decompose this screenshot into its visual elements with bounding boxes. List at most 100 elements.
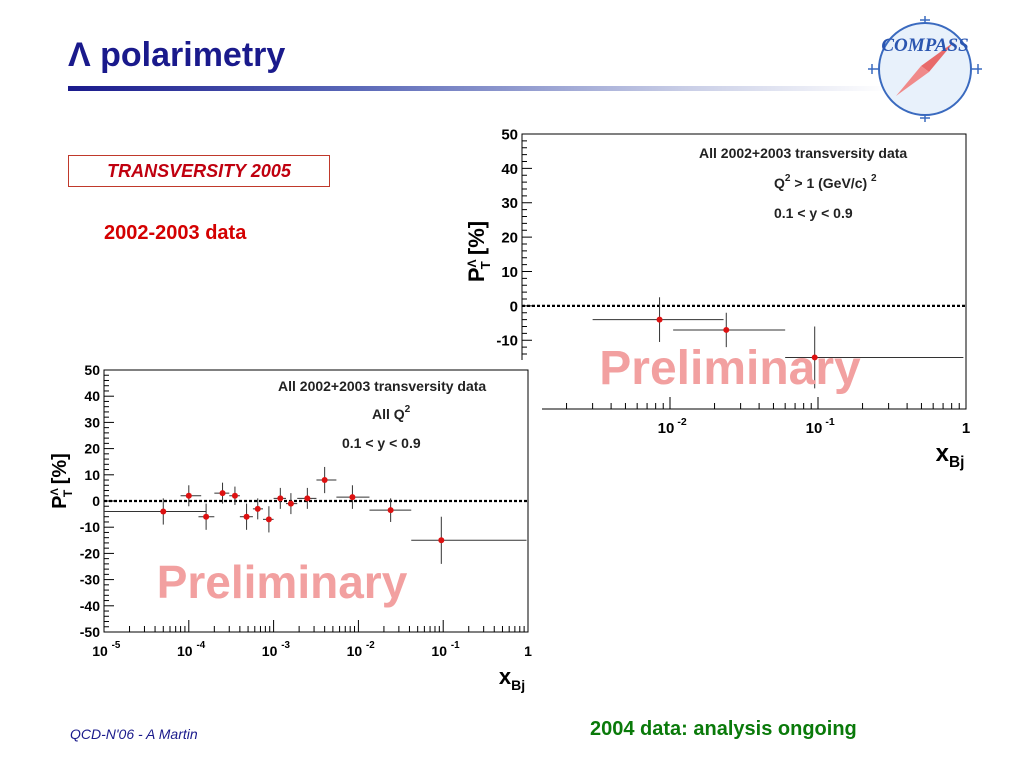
x-tick-label: 1 — [524, 643, 532, 659]
point-marker — [349, 494, 356, 501]
data-point — [214, 482, 230, 504]
x-tick-label: 10 -1 — [806, 416, 835, 437]
x-tick-base: 1 — [524, 643, 532, 659]
y-tick-label: 30 — [501, 195, 518, 212]
data-point — [592, 297, 724, 342]
data-point — [285, 493, 298, 515]
point-marker — [304, 495, 311, 502]
data-point — [411, 516, 527, 564]
x-tick-exponent: -1 — [825, 416, 834, 428]
y-axis-label: PΛT [%] — [464, 221, 493, 282]
y-tick-label: 50 — [501, 126, 518, 143]
x-tick-base: 10 — [262, 643, 278, 659]
y-tick-label: -10 — [496, 333, 518, 350]
point-marker — [160, 508, 167, 515]
y-tick-label: 50 — [84, 362, 100, 378]
title-underline — [68, 86, 888, 91]
y-axis-label: PΛT [%] — [49, 453, 75, 509]
data-point — [297, 487, 317, 509]
x-tick-exponent: -1 — [451, 640, 460, 651]
y-tick-label: 40 — [84, 388, 100, 404]
y-tick-label: -10 — [80, 519, 100, 535]
x-tick-exponent: -5 — [112, 640, 121, 651]
y-tick-label: -30 — [80, 572, 100, 588]
y-tick-label: 20 — [501, 230, 518, 247]
chart-all-q2: -50 -40 -30 -20 -10 0 10 20 30 40 50 10 -5 10 -4 10 -3 10… — [42, 360, 542, 693]
x-tick-label: 10 -1 — [431, 640, 460, 659]
point-marker — [656, 316, 663, 323]
data-point — [369, 498, 412, 522]
point-marker — [287, 500, 294, 507]
point-marker — [277, 495, 284, 502]
x-tick-exponent: -2 — [677, 416, 686, 428]
x-tick-base: 10 — [347, 643, 363, 659]
y-tick-label: -40 — [80, 598, 100, 614]
data-point — [336, 485, 370, 509]
point-marker — [723, 326, 730, 333]
point-marker — [254, 505, 261, 512]
point-marker — [243, 513, 250, 520]
data-point — [785, 326, 964, 389]
data-period-label: 2002-2003 data — [104, 222, 247, 244]
annotation-dataset: All 2002+2003 transversity data — [699, 145, 907, 161]
data-point — [229, 486, 240, 505]
y-tick-label: 40 — [501, 161, 518, 178]
x-tick-label: 10 -3 — [262, 640, 291, 659]
data-point — [316, 466, 337, 494]
watermark-preliminary: Preliminary — [157, 556, 408, 608]
x-axis-label: xBj — [499, 664, 525, 693]
y-tick-label: 10 — [501, 264, 518, 281]
data-point — [252, 498, 264, 520]
watermark-preliminary: Preliminary — [599, 342, 861, 395]
annotation-q2-cut: All Q2 — [372, 404, 411, 422]
conference-tag: TRANSVERSITY 2005 — [68, 155, 330, 187]
x-tick-base: 10 — [806, 420, 823, 437]
data-point — [104, 498, 207, 525]
data-point — [198, 503, 215, 530]
data-point — [273, 487, 286, 509]
compass-logo: COMPASS — [866, 14, 984, 124]
x-tick-base: 1 — [962, 420, 970, 437]
data-point — [673, 312, 786, 348]
y-tick-label: 0 — [92, 493, 100, 509]
annotation-y-cut: 0.1 < y < 0.9 — [342, 435, 421, 451]
point-marker — [203, 513, 210, 520]
data-point — [180, 485, 202, 507]
annotation-y-cut: 0.1 < y < 0.9 — [774, 205, 853, 221]
x-tick-exponent: -2 — [366, 640, 375, 651]
point-marker — [811, 354, 818, 361]
page-title: Λ polarimetry — [68, 36, 286, 74]
x-tick-base: 10 — [658, 420, 675, 437]
y-tick-label: -50 — [80, 624, 100, 640]
y-tick-label: 10 — [84, 467, 100, 483]
x-tick-exponent: -3 — [281, 640, 290, 651]
x-tick-label: 10 -4 — [177, 640, 206, 659]
x-tick-label: 10 -5 — [92, 640, 121, 659]
point-marker — [265, 516, 272, 523]
footer-status: 2004 data: analysis ongoing — [590, 718, 857, 740]
x-tick-base: 10 — [431, 643, 447, 659]
x-axis-label: xBj — [936, 440, 965, 471]
data-point — [263, 506, 274, 533]
x-tick-base: 10 — [92, 643, 108, 659]
annotation-dataset: All 2002+2003 transversity data — [278, 378, 486, 394]
y-tick-label: -20 — [80, 545, 100, 561]
footer-credit: QCD-N'06 - A Martin — [70, 726, 198, 742]
x-tick-label: 10 -2 — [658, 416, 687, 437]
y-tick-label: 30 — [84, 414, 100, 430]
point-marker — [185, 492, 192, 499]
y-tick-label: 0 — [510, 298, 518, 315]
x-tick-label: 10 -2 — [347, 640, 376, 659]
x-tick-label: 1 — [962, 420, 970, 437]
point-marker — [438, 537, 445, 544]
x-tick-base: 10 — [177, 643, 193, 659]
x-tick-exponent: -4 — [196, 640, 205, 651]
point-marker — [321, 477, 328, 484]
y-tick-label: 20 — [84, 441, 100, 457]
point-marker — [231, 492, 238, 499]
data-point — [239, 503, 253, 530]
logo-text: COMPASS — [881, 35, 968, 56]
